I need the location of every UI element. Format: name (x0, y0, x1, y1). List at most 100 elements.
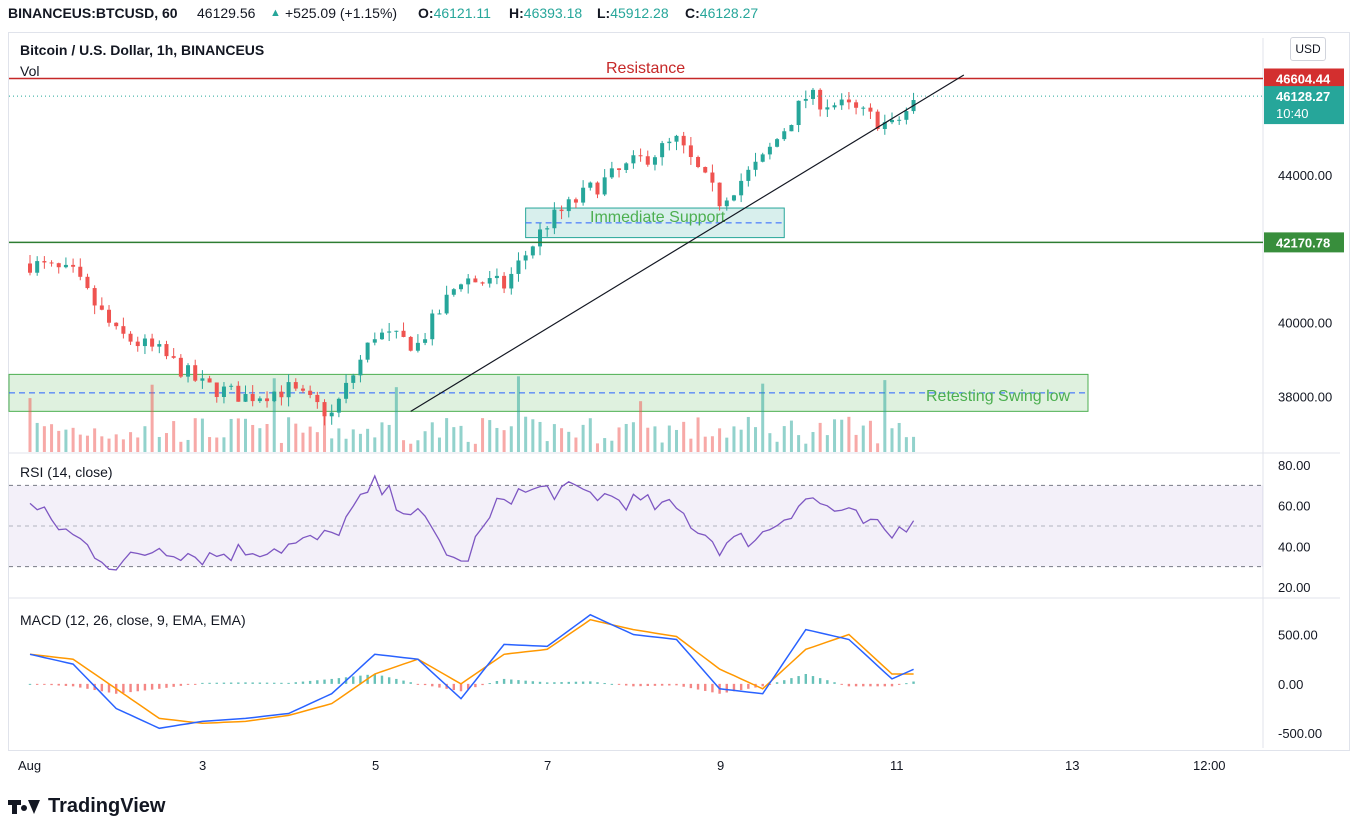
candle-body (523, 255, 528, 261)
candle (818, 88, 823, 117)
candle (121, 317, 126, 339)
candle-body (71, 264, 76, 267)
macd-histogram-bar (251, 682, 254, 684)
rsi-tick-label: 80.00 (1278, 458, 1311, 473)
candle-body (157, 344, 162, 347)
macd-histogram-bar (531, 681, 535, 684)
candle (56, 262, 61, 274)
currency-button[interactable]: USD (1290, 37, 1326, 61)
candle (588, 181, 593, 191)
candle-body (135, 341, 140, 347)
macd-histogram-bar (639, 683, 642, 687)
macd-histogram-bar (452, 683, 456, 691)
macd-histogram-bar (165, 683, 168, 688)
candle (573, 197, 578, 209)
candle-body (854, 102, 859, 108)
price-candles (28, 87, 916, 426)
macd-tick-label: 0.00 (1278, 677, 1303, 692)
macd-histogram-bar (172, 683, 175, 687)
macd-histogram-bar (71, 683, 75, 687)
volume-bar (121, 439, 125, 452)
volume-bar (265, 424, 269, 452)
last-price-tag[interactable]: 46128.27 10:40 (1264, 86, 1344, 125)
volume-bar (861, 425, 865, 452)
candle-body (344, 382, 349, 399)
price-axis[interactable]: 44000.00 40000.00 38000.00 80.00 60.00 40.00 2… (1264, 68, 1344, 741)
candle-body (509, 273, 514, 289)
volume-bar (315, 432, 319, 452)
candle-body (236, 385, 241, 402)
macd-histogram-bar (632, 683, 635, 687)
candle (782, 128, 787, 141)
candle-body (272, 391, 277, 402)
volume-bar (789, 420, 793, 452)
candle (739, 173, 744, 203)
candle-body (387, 331, 392, 333)
volume-bar (509, 426, 513, 452)
candle-body (186, 365, 191, 377)
candle-body (171, 356, 176, 358)
macd-histogram-bar (840, 683, 843, 685)
macd-histogram-bar (352, 676, 355, 684)
candle (494, 268, 499, 285)
candle (308, 385, 313, 399)
candle (315, 391, 320, 409)
candle (193, 359, 198, 382)
price-tick-label: 40000.00 (1278, 316, 1332, 331)
candle-body (92, 288, 97, 306)
candle-body (372, 339, 377, 343)
macd-histogram-bar (474, 683, 477, 688)
candle (509, 267, 514, 295)
candle (63, 257, 68, 269)
volume-bar (868, 420, 872, 452)
candle (35, 256, 40, 276)
candle (92, 285, 97, 315)
candle-body (760, 154, 765, 162)
candle-body (638, 155, 643, 157)
macd-histogram-bar (574, 681, 578, 684)
candle (760, 152, 765, 163)
close-label: C: (685, 5, 700, 21)
macd-histogram-bar (689, 683, 693, 689)
volume-bar (495, 427, 499, 452)
volume-bar (610, 440, 614, 452)
volume-bar (28, 398, 32, 452)
macd-histogram-bar (567, 681, 570, 684)
macd-histogram-bar (57, 683, 60, 686)
volume-bar (502, 430, 506, 452)
low-value: 45912.28 (610, 5, 669, 21)
price-tick-label: 44000.00 (1278, 168, 1332, 183)
volume-bar (222, 437, 226, 452)
macd-histogram-bar (459, 683, 463, 692)
time-axis[interactable]: Aug 3 5 7 9 11 13 12:00 (18, 758, 1226, 773)
candle-body (688, 145, 693, 158)
candle-body (300, 388, 305, 391)
candle (502, 272, 507, 294)
volume-bar (653, 426, 657, 452)
macd-tick-label: -500.00 (1278, 726, 1322, 741)
symbol-label[interactable]: BINANCEUS:BTCUSD, 60 (8, 5, 178, 21)
volume-bar (782, 426, 786, 452)
macd-histogram-bar (301, 681, 305, 684)
candle-body (293, 382, 298, 389)
candle (415, 334, 420, 353)
macd-histogram-bar (668, 683, 671, 686)
rsi-tick-label: 40.00 (1278, 539, 1311, 554)
close-value: 46128.27 (699, 5, 759, 21)
macd-histogram-bar (122, 683, 125, 693)
candle-body (782, 131, 787, 140)
candle-body (753, 161, 758, 170)
volume-bar (164, 433, 168, 452)
support-price-tag[interactable]: 42170.78 (1264, 232, 1344, 253)
resistance-price-tag[interactable]: 46604.44 (1264, 68, 1344, 89)
macd-histogram-bar (890, 683, 894, 687)
volume-bar (897, 422, 901, 452)
volume-bar (718, 428, 722, 452)
candle (257, 396, 262, 404)
macd-histogram-bar (466, 683, 470, 690)
candle (265, 391, 270, 408)
candle-body (358, 359, 363, 376)
volume-bar (215, 437, 219, 452)
candle (617, 168, 622, 178)
